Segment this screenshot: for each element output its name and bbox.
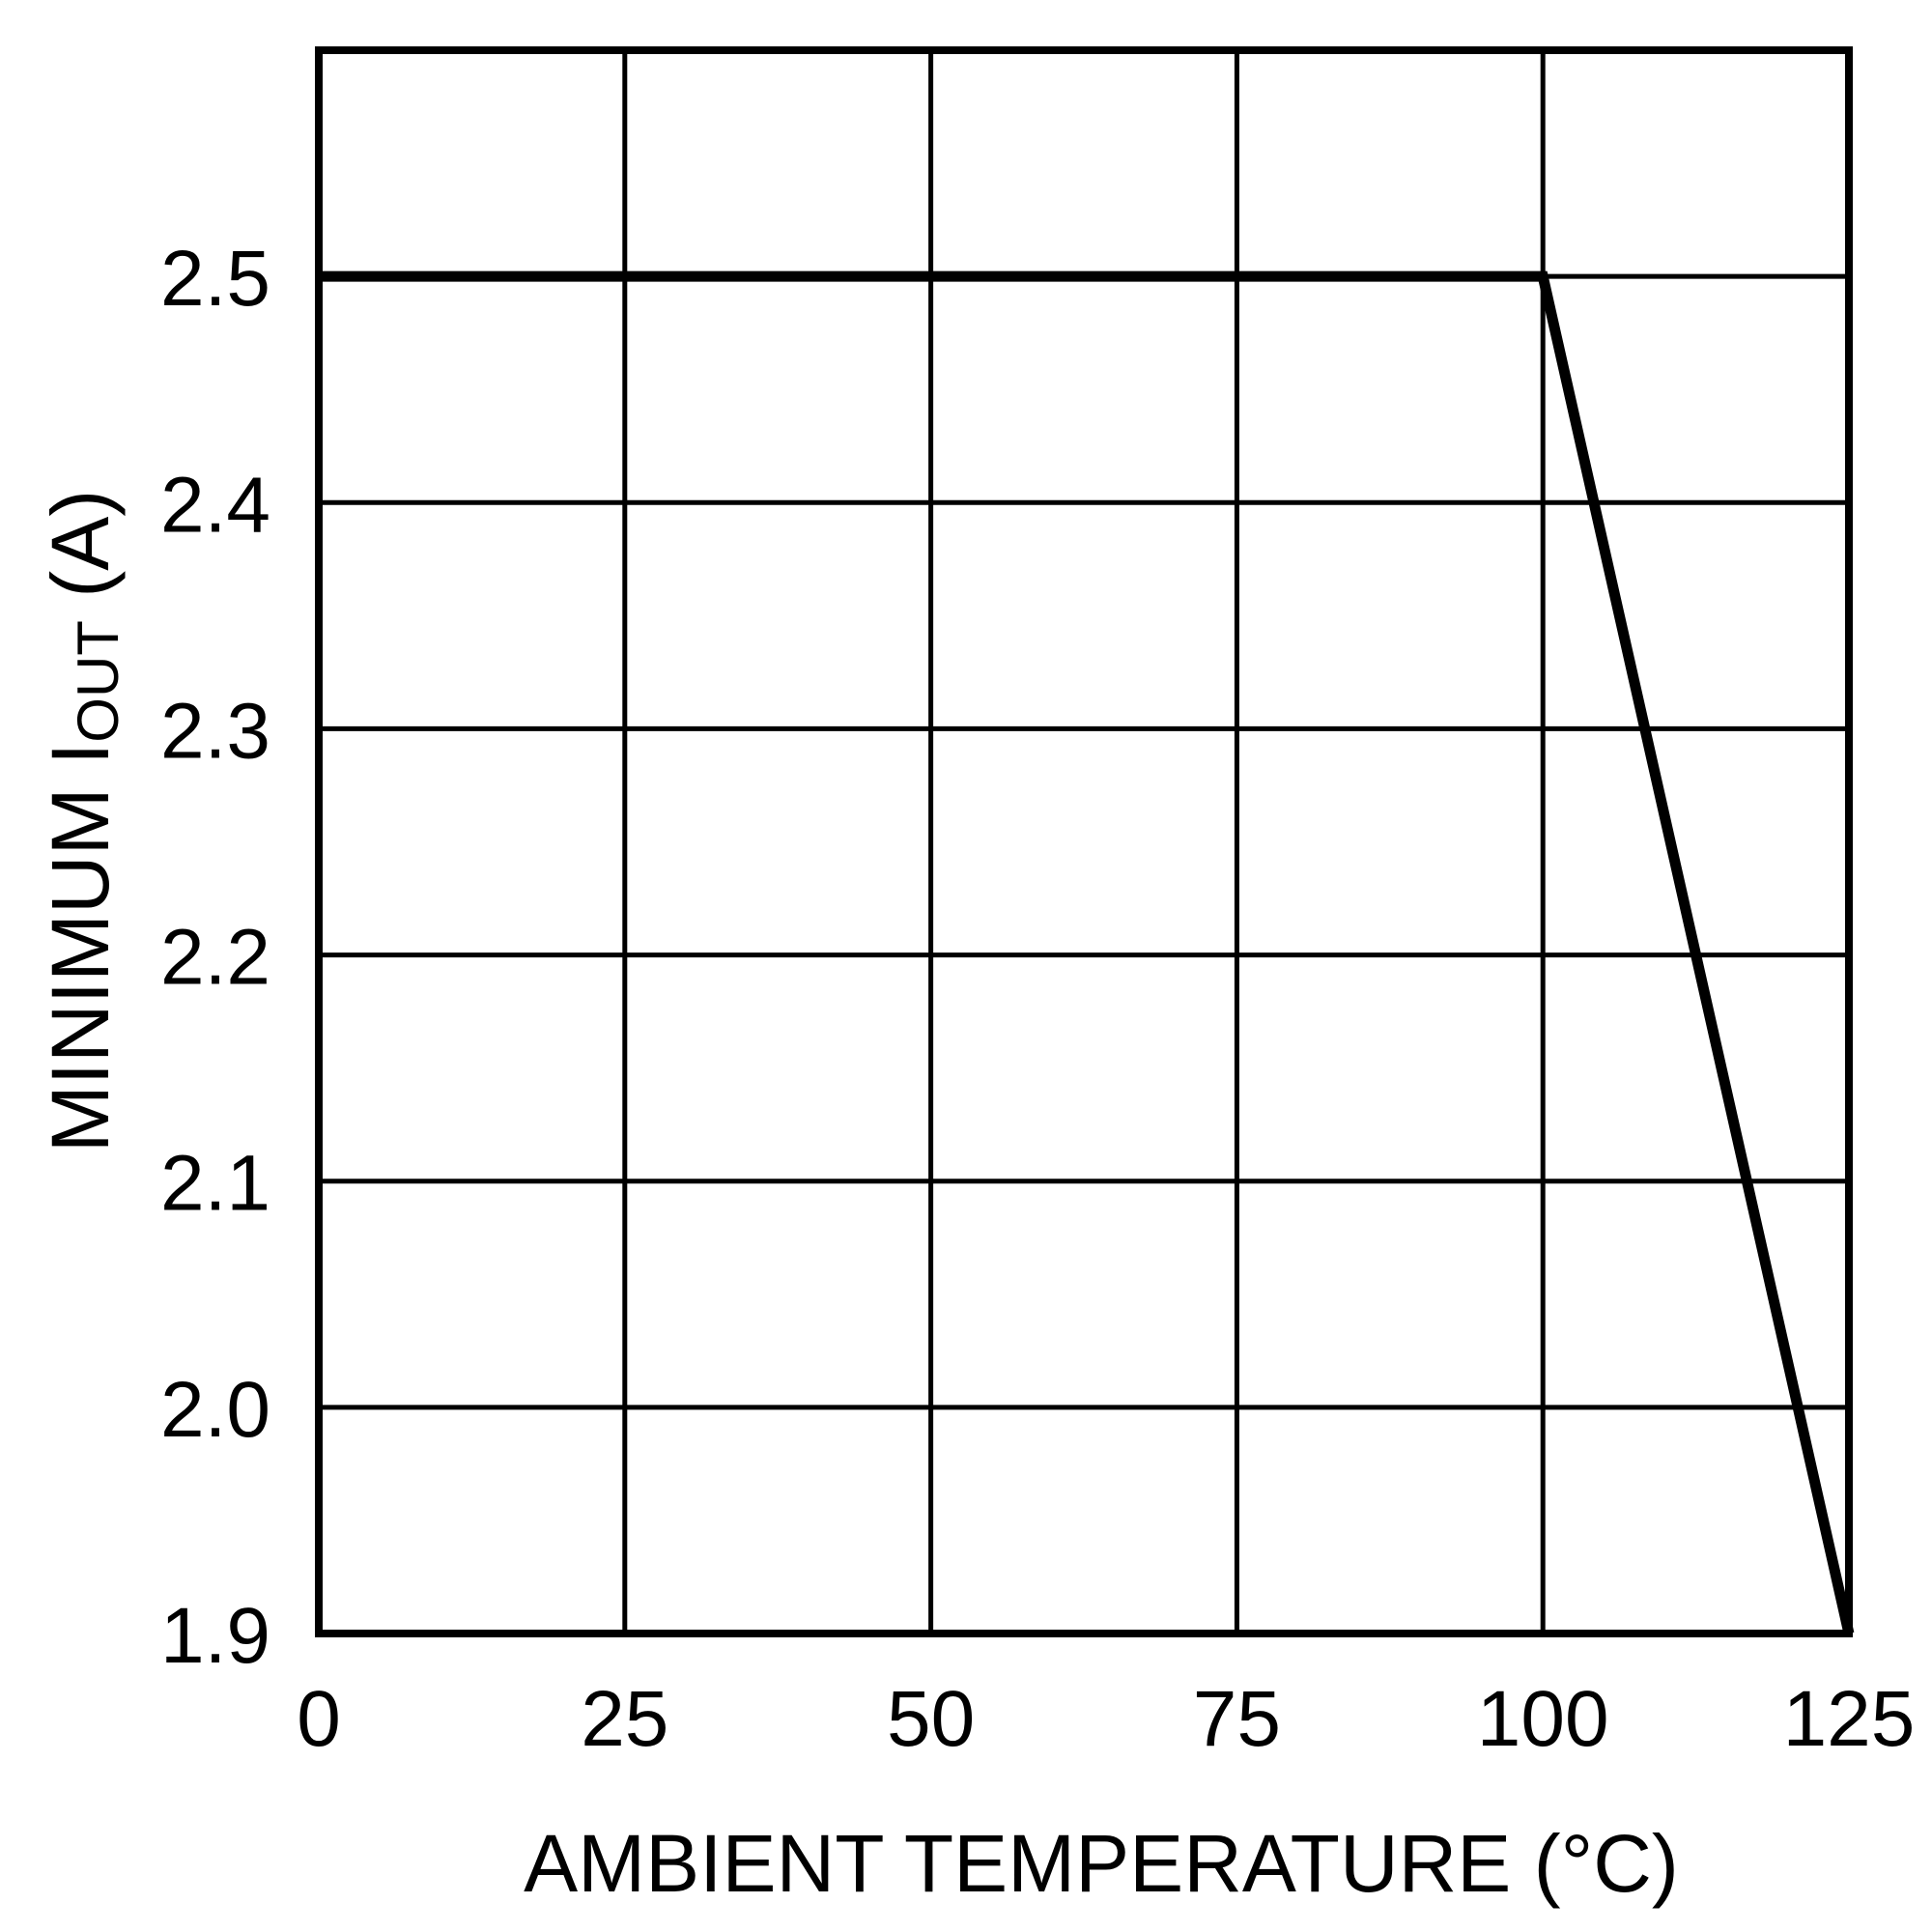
grid-lines <box>316 47 1852 1636</box>
y-axis-title-subscript: OUT <box>66 620 130 743</box>
y-axis-title-suffix: (A) <box>35 490 126 620</box>
x-tick-label: 0 <box>297 1675 341 1763</box>
y-tick-label: 2.2 <box>160 914 270 1002</box>
y-axis-tick-labels: 1.9 2.0 2.1 2.2 2.3 2.4 2.5 <box>160 235 270 1680</box>
x-tick-label: 100 <box>1477 1675 1609 1763</box>
x-axis-tick-labels: 0 25 50 75 100 125 <box>297 1675 1915 1763</box>
y-tick-label: 2.5 <box>160 235 270 323</box>
y-tick-label: 2.3 <box>160 687 270 775</box>
y-tick-label: 2.1 <box>160 1140 270 1228</box>
x-tick-label: 25 <box>581 1675 668 1763</box>
y-tick-label: 2.4 <box>160 461 270 549</box>
x-tick-label: 50 <box>887 1675 975 1763</box>
y-axis-title-prefix: MINIMUM I <box>35 743 126 1153</box>
y-tick-label: 1.9 <box>160 1592 270 1680</box>
data-series-line <box>319 270 1855 1635</box>
x-tick-label: 75 <box>1193 1675 1281 1763</box>
x-axis-title: AMBIENT TEMPERATURE (°C) <box>524 1818 1679 1909</box>
x-tick-label: 125 <box>1783 1675 1916 1763</box>
y-axis-title: MINIMUM IOUT (A) <box>35 490 130 1153</box>
y-tick-label: 2.0 <box>160 1366 270 1454</box>
plot-frame <box>315 46 1853 1637</box>
